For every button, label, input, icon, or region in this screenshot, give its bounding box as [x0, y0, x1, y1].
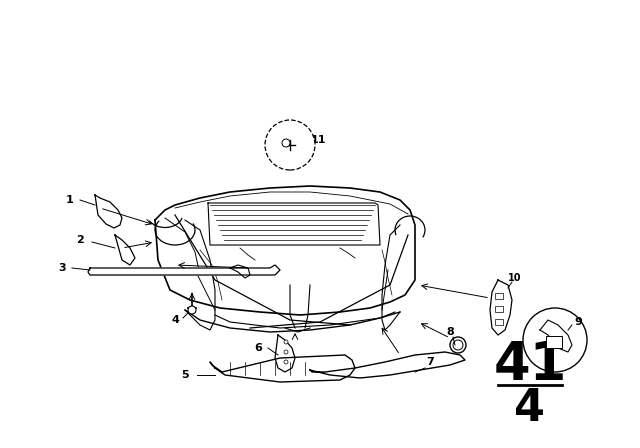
Circle shape	[284, 350, 288, 354]
Text: 11: 11	[310, 135, 326, 145]
Circle shape	[188, 306, 196, 314]
Polygon shape	[540, 320, 572, 352]
Polygon shape	[490, 280, 512, 335]
Polygon shape	[95, 195, 122, 228]
Polygon shape	[115, 235, 135, 265]
Text: 9: 9	[574, 317, 582, 327]
Circle shape	[282, 139, 290, 147]
Circle shape	[523, 308, 587, 372]
FancyBboxPatch shape	[495, 293, 503, 299]
Text: 1: 1	[66, 195, 74, 205]
FancyBboxPatch shape	[495, 319, 503, 325]
Text: 4: 4	[171, 315, 179, 325]
Polygon shape	[88, 265, 280, 275]
Text: 8: 8	[446, 327, 454, 337]
Circle shape	[284, 360, 288, 364]
Circle shape	[450, 337, 466, 353]
FancyBboxPatch shape	[495, 306, 503, 312]
Text: 2: 2	[76, 235, 84, 245]
Text: 10: 10	[508, 273, 522, 283]
Text: 5: 5	[181, 370, 189, 380]
Polygon shape	[275, 335, 295, 372]
Text: 7: 7	[426, 357, 434, 367]
Circle shape	[284, 340, 288, 344]
Text: 6: 6	[254, 343, 262, 353]
Polygon shape	[310, 352, 465, 378]
Text: 4: 4	[515, 387, 545, 430]
Circle shape	[265, 120, 315, 170]
Polygon shape	[210, 355, 355, 382]
Text: 3: 3	[58, 263, 66, 273]
FancyBboxPatch shape	[546, 336, 562, 348]
Text: 41: 41	[493, 339, 566, 391]
